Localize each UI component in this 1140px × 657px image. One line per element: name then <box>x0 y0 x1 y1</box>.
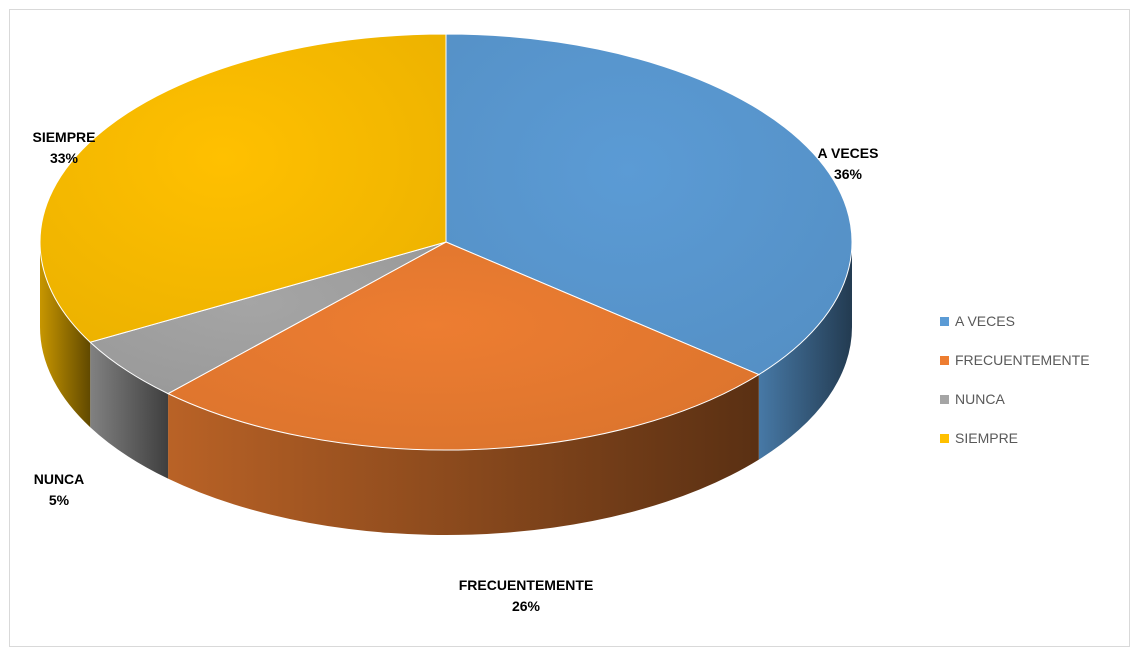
legend-label-a-veces: A VECES <box>955 313 1015 329</box>
legend-item-frecuentemente: FRECUENTEMENTE <box>940 351 1090 369</box>
pie-slice-siempre <box>39 33 447 343</box>
pie-side-nunca <box>90 342 169 479</box>
legend-swatch-a-veces <box>940 316 949 326</box>
legend-swatch-siempre <box>940 433 949 443</box>
data-label-siempre-percent: 33% <box>50 150 79 166</box>
data-label-a-veces-category: A VECES <box>818 145 879 161</box>
chart-legend: A VECES FRECUENTEMENTE NUNCA SIEMPRE <box>940 312 1090 468</box>
data-label-a-veces-percent: 36% <box>834 166 863 182</box>
legend-label-siempre: SIEMPRE <box>955 430 1019 446</box>
pie-slice-a-veces <box>445 33 853 376</box>
pie-side-frecuentemente <box>168 374 759 535</box>
data-label-siempre-category: SIEMPRE <box>32 129 95 145</box>
data-label-nunca-category: NUNCA <box>34 471 85 487</box>
legend-swatch-frecuentemente <box>940 355 949 365</box>
data-label-frecuentemente-category: FRECUENTEMENTE <box>459 577 594 593</box>
legend-item-a-veces: A VECES <box>940 312 1090 330</box>
legend-label-nunca: NUNCA <box>955 391 1005 407</box>
data-label-nunca-percent: 5% <box>49 492 70 508</box>
pie-slice-frecuentemente <box>166 241 760 451</box>
pie-side-siempre <box>40 242 91 428</box>
legend-swatch-nunca <box>940 394 949 404</box>
data-label-frecuentemente-percent: 26% <box>512 598 541 614</box>
legend-item-nunca: NUNCA <box>940 390 1090 408</box>
legend-item-siempre: SIEMPRE <box>940 429 1090 447</box>
legend-label-frecuentemente: FRECUENTEMENTE <box>955 352 1090 368</box>
pie-side-a-veces <box>758 242 852 460</box>
